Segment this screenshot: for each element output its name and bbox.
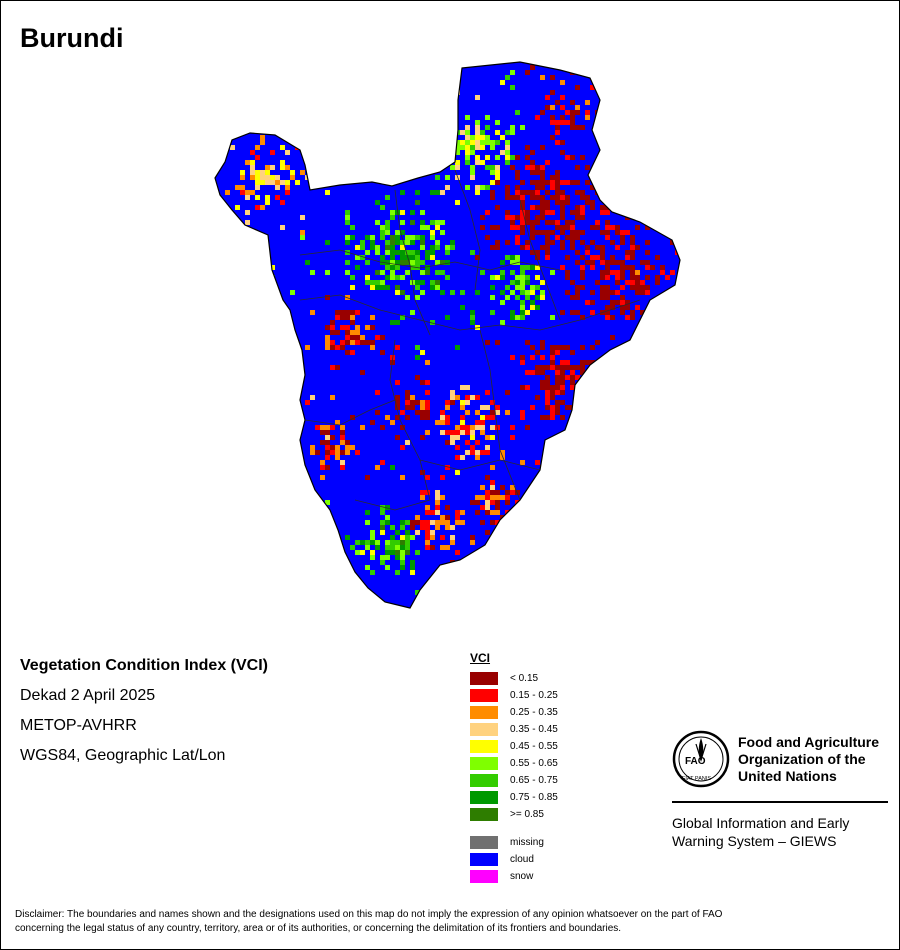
legend-label: 0.65 - 0.75 <box>510 775 558 786</box>
legend-swatch <box>470 740 498 753</box>
period-label: Dekad 2 April 2025 <box>20 687 156 704</box>
legend-item: 0.75 - 0.85 <box>470 791 558 804</box>
legend-swatch <box>470 689 498 702</box>
legend-label: >= 0.85 <box>510 809 544 820</box>
legend-item: >= 0.85 <box>470 808 544 821</box>
legend-swatch <box>470 791 498 804</box>
legend-item: missing <box>470 836 544 849</box>
legend-item: 0.25 - 0.35 <box>470 706 558 719</box>
legend-swatch <box>470 757 498 770</box>
cloud-background <box>215 62 680 608</box>
legend-label: 0.55 - 0.65 <box>510 758 558 769</box>
org-name-line: United Nations <box>738 768 837 784</box>
giews-name: Global Information and Early Warning Sys… <box>672 814 849 850</box>
legend-label: missing <box>510 837 544 848</box>
org-name-line: Organization of the <box>738 751 866 767</box>
province-boundaries <box>299 169 641 511</box>
legend-swatch <box>470 853 498 866</box>
legend-item: 0.55 - 0.65 <box>470 757 558 770</box>
legend-item: 0.35 - 0.45 <box>470 723 558 736</box>
fao-logo-block: FAO FIAT PANIS Food and Agriculture Orga… <box>672 730 888 850</box>
legend-label: snow <box>510 871 534 882</box>
disclaimer-line: concerning the legal status of any count… <box>15 923 622 934</box>
giews-line: Global Information and Early <box>672 815 850 831</box>
legend-swatch <box>470 774 498 787</box>
sensor-label: METOP-AVHRR <box>20 717 137 734</box>
org-name-line: Food and Agriculture <box>738 734 880 750</box>
seal-motto: FIAT PANIS <box>682 776 711 782</box>
legend-item: cloud <box>470 853 534 866</box>
seal-text: FAO <box>685 756 706 767</box>
vci-raster <box>215 62 680 608</box>
fao-seal-icon: FAO FIAT PANIS <box>672 730 730 788</box>
legend: VCI < 0.15 0.15 - 0.25 0.25 - 0.35 0.35 … <box>470 651 650 883</box>
legend-label: 0.15 - 0.25 <box>510 690 558 701</box>
legend-swatch <box>470 836 498 849</box>
org-name: Food and Agriculture Organization of the… <box>738 734 879 785</box>
legend-item: snow <box>470 870 533 883</box>
giews-line: Warning System – GIEWS <box>672 833 837 849</box>
legend-label: cloud <box>510 854 534 865</box>
disclaimer-line: Disclaimer: The boundaries and names sho… <box>15 909 723 920</box>
legend-swatch <box>470 706 498 719</box>
legend-item: 0.65 - 0.75 <box>470 774 558 787</box>
legend-title: VCI <box>470 651 491 665</box>
legend-label: 0.45 - 0.55 <box>510 741 558 752</box>
legend-label: 0.25 - 0.35 <box>510 707 558 718</box>
legend-swatch <box>470 672 498 685</box>
logo-divider <box>672 801 888 803</box>
legend-item: < 0.15 <box>470 672 538 685</box>
projection-label: WGS84, Geographic Lat/Lon <box>20 747 226 764</box>
vci-map: Burundi <box>20 23 681 609</box>
legend-label: < 0.15 <box>510 673 539 684</box>
map-title: Burundi <box>20 23 123 53</box>
legend-swatch <box>470 723 498 736</box>
legend-swatch <box>470 808 498 821</box>
legend-item: 0.45 - 0.55 <box>470 740 558 753</box>
index-name: Vegetation Condition Index (VCI) <box>20 657 268 674</box>
legend-label: 0.75 - 0.85 <box>510 792 558 803</box>
legend-label: 0.35 - 0.45 <box>510 724 558 735</box>
legend-item: 0.15 - 0.25 <box>470 689 558 702</box>
legend-swatch <box>470 870 498 883</box>
disclaimer: Disclaimer: The boundaries and names sho… <box>15 908 885 936</box>
